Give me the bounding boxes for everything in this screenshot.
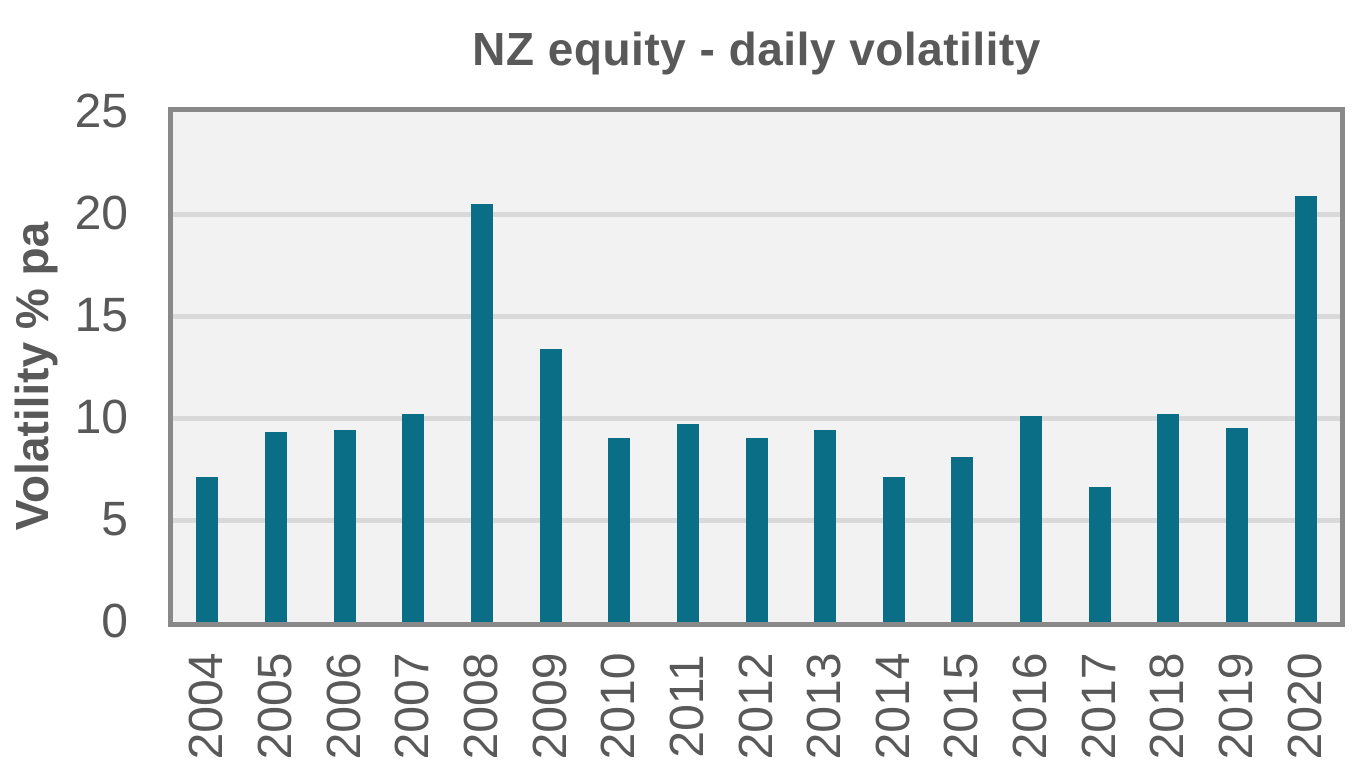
bar-2018 (1157, 414, 1179, 622)
bar-2019 (1226, 428, 1248, 622)
x-tick-label-2018: 2018 (1141, 652, 1194, 760)
bar-2010 (608, 438, 630, 622)
gridline-20 (173, 212, 1340, 217)
bar-2013 (814, 430, 836, 622)
y-tick-label-20: 20 (74, 187, 128, 240)
x-tick-label-2015: 2015 (935, 652, 988, 760)
x-tick-label-2007: 2007 (386, 652, 439, 760)
x-tick-label-2012: 2012 (730, 652, 783, 760)
x-tick-label-2004: 2004 (180, 652, 233, 760)
bar-2011 (677, 424, 699, 622)
y-tick-label-10: 10 (74, 391, 128, 444)
bar-2017 (1089, 487, 1111, 622)
x-tick-label-2013: 2013 (798, 652, 851, 760)
bar-2016 (1020, 416, 1042, 622)
bar-2015 (951, 457, 973, 622)
y-tick-label-0: 0 (101, 595, 128, 648)
x-tick-label-2006: 2006 (318, 652, 371, 760)
plot-area (168, 107, 1345, 627)
x-tick-label-2008: 2008 (455, 652, 508, 760)
bar-2008 (471, 204, 493, 622)
gridline-15 (173, 314, 1340, 319)
x-tick-label-2009: 2009 (524, 652, 577, 760)
bar-2012 (746, 438, 768, 622)
bar-2005 (265, 432, 287, 622)
bar-2007 (402, 414, 424, 622)
x-tick-label-2010: 2010 (592, 652, 645, 760)
bar-2020 (1295, 196, 1317, 622)
bar-2014 (883, 477, 905, 622)
x-tick-label-2016: 2016 (1004, 652, 1057, 760)
x-tick-label-2014: 2014 (867, 652, 920, 760)
y-tick-label-5: 5 (101, 493, 128, 546)
x-tick-label-2019: 2019 (1210, 652, 1263, 760)
x-tick-label-2011: 2011 (661, 654, 714, 758)
bar-2006 (334, 430, 356, 622)
bar-2004 (196, 477, 218, 622)
x-tick-label-2020: 2020 (1279, 652, 1332, 760)
x-tick-label-2005: 2005 (249, 652, 302, 760)
x-tick-label-2017: 2017 (1073, 652, 1126, 760)
bar-2009 (540, 349, 562, 622)
y-tick-label-25: 25 (74, 85, 128, 138)
y-tick-label-15: 15 (74, 289, 128, 342)
chart-title: NZ equity - daily volatility (472, 23, 1041, 75)
gridline-10 (173, 416, 1340, 421)
